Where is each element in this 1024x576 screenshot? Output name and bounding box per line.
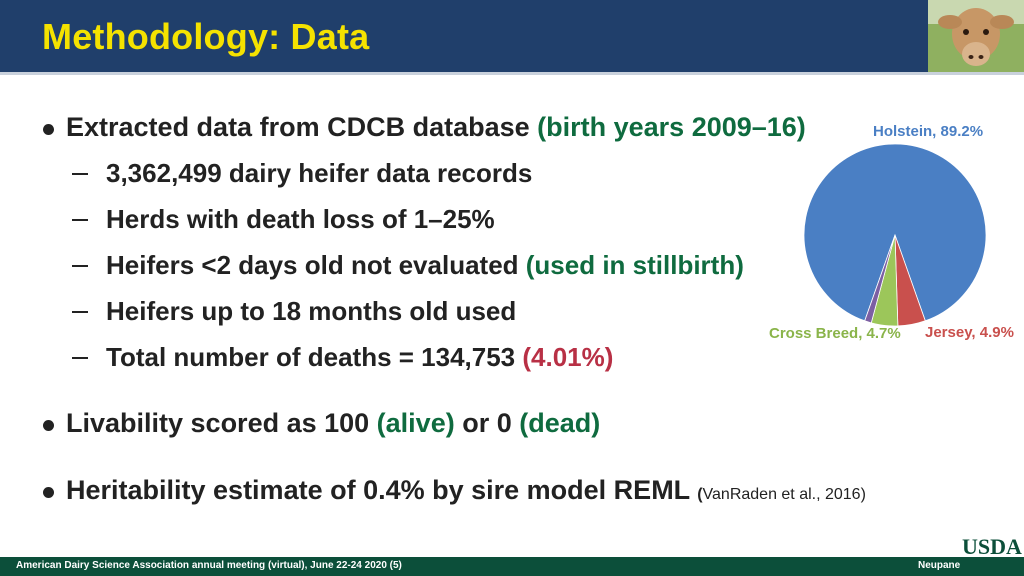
pie-slice-other (864, 234, 896, 324)
bullet-dot (43, 420, 54, 431)
pie-slice-holstein (803, 143, 987, 322)
bullet-dot (43, 124, 54, 135)
usda-logo: USDA (962, 534, 1024, 563)
dash-marker (72, 173, 88, 175)
footer-meeting: American Dairy Science Association annua… (16, 560, 402, 571)
usda-logo-text: USDA (962, 536, 1022, 558)
subbullet-age-limit: Heifers up to 18 months old used (106, 296, 517, 326)
dash-marker (72, 265, 88, 267)
subbullet-not-evaluated: Heifers <2 days old not evaluated (used … (106, 250, 744, 280)
dash-marker (72, 219, 88, 221)
footer-author: Neupane (918, 560, 961, 571)
bullet-extracted-data: Extracted data from CDCB database (birth… (66, 112, 806, 142)
bullet-heritability: Heritability estimate of 0.4% by sire mo… (66, 475, 866, 505)
header-divider (0, 72, 1024, 75)
breed-pie-chart (803, 143, 987, 327)
dash-marker (72, 357, 88, 359)
subbullet-total-deaths: Total number of deaths = 134,753 (4.01%) (106, 342, 614, 372)
header-bar: Methodology: Data (0, 0, 1024, 72)
bullet-livability: Livability scored as 100 (alive) or 0 (d… (66, 408, 601, 438)
pie-label-cross-breed: Cross Breed, 4.7% (769, 325, 901, 342)
pie-label-jersey: Jersey, 4.9% (925, 324, 1014, 341)
subbullet-records: 3,362,499 dairy heifer data records (106, 158, 533, 188)
pie-label-holstein: Holstein, 89.2% (873, 123, 984, 140)
bullet-dot (43, 487, 54, 498)
calf-photo (928, 0, 1024, 72)
subbullet-death-loss: Herds with death loss of 1–25% (106, 204, 495, 234)
dash-marker (72, 311, 88, 313)
footer-bar: American Dairy Science Association annua… (0, 557, 1024, 576)
slide-title: Methodology: Data (42, 16, 370, 57)
